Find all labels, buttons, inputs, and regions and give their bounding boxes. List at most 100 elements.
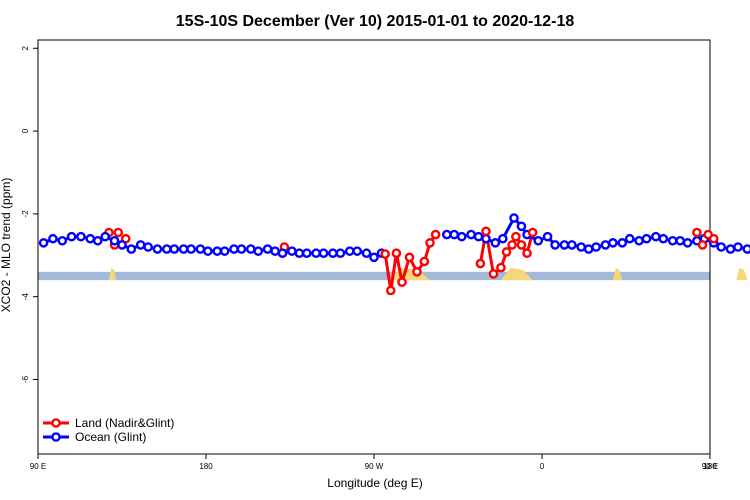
y-tick-label: -2 xyxy=(21,210,30,218)
ocean-point xyxy=(335,248,346,259)
ocean-point xyxy=(135,240,146,250)
land-point xyxy=(430,229,441,240)
ocean-point xyxy=(576,242,587,252)
ocean-point xyxy=(567,240,577,250)
land-point xyxy=(391,248,402,259)
ocean-point xyxy=(318,248,329,259)
land-point xyxy=(425,238,435,248)
ocean-point xyxy=(449,229,460,240)
y-tick-label: 2 xyxy=(21,46,30,51)
landmass-shape xyxy=(736,267,748,281)
x-tick-label: 90 E xyxy=(702,462,718,471)
ocean-point xyxy=(203,246,213,256)
ocean-point xyxy=(186,244,196,254)
land-point xyxy=(385,285,396,296)
x-tick-label: 90 W xyxy=(365,462,384,471)
land-point xyxy=(527,227,538,238)
ocean-point xyxy=(481,233,491,244)
x-tick-label: 180 xyxy=(703,462,717,471)
ocean-point xyxy=(152,244,163,254)
chart-title: 15S-10S December (Ver 10) 2015-01-01 to … xyxy=(176,13,575,30)
land-point xyxy=(511,231,521,242)
ocean-point xyxy=(559,240,570,250)
land-point xyxy=(113,227,124,238)
ocean-point xyxy=(583,244,594,254)
ocean-point xyxy=(270,246,280,256)
ocean-point xyxy=(169,244,180,254)
land-point xyxy=(697,240,708,250)
ocean-point xyxy=(178,244,189,254)
ocean-point xyxy=(277,248,288,259)
land-point xyxy=(488,269,499,279)
ocean-point xyxy=(38,238,49,248)
ocean-point xyxy=(725,244,736,254)
ocean-point xyxy=(624,233,635,244)
ocean-point xyxy=(509,213,519,223)
ocean-point xyxy=(641,233,652,244)
land-point xyxy=(708,233,719,244)
land-point xyxy=(481,226,491,237)
ocean-point xyxy=(229,244,239,254)
ocean-point xyxy=(667,235,678,246)
ocean-point xyxy=(651,231,661,242)
ocean-point xyxy=(48,233,58,244)
land-point xyxy=(692,227,702,238)
ocean-point xyxy=(352,246,363,256)
land-point xyxy=(516,240,527,250)
land-point xyxy=(397,277,407,287)
ocean-point xyxy=(682,238,693,248)
ocean-point xyxy=(161,244,172,254)
land-point xyxy=(501,247,512,257)
ocean-point xyxy=(262,244,273,254)
ocean-point xyxy=(212,246,222,256)
x-tick-label: 0 xyxy=(540,462,545,471)
land-point xyxy=(507,240,517,250)
land-point xyxy=(522,248,532,259)
y-tick-label: 0 xyxy=(21,128,30,133)
ocean-point xyxy=(245,244,256,254)
ocean-point xyxy=(490,238,501,248)
land-point xyxy=(404,252,415,263)
ocean-point xyxy=(369,252,379,263)
y-tick-label: -4 xyxy=(21,293,30,301)
land-point xyxy=(496,262,506,273)
ocean-point xyxy=(675,235,685,246)
x-axis-label: Longitude (deg E) xyxy=(327,476,422,490)
ocean-point xyxy=(294,248,305,259)
ocean-point xyxy=(634,235,644,246)
landmass-shape xyxy=(612,267,623,281)
x-tick-label: 90 E xyxy=(30,462,46,471)
legend-label: Land (Nadir&Glint) xyxy=(75,416,174,430)
ocean-point xyxy=(92,235,103,246)
legend-marker xyxy=(51,418,61,428)
landmass-shape xyxy=(108,267,117,281)
ocean-point xyxy=(126,244,137,254)
ocean-point xyxy=(219,246,230,256)
ocean-point xyxy=(456,231,467,242)
y-axis-label: XCO2 - MLO trend (ppm) xyxy=(0,178,13,313)
ocean-point xyxy=(600,240,611,250)
ocean-point xyxy=(311,248,321,259)
ocean-point xyxy=(497,233,508,244)
ocean-point xyxy=(66,231,77,242)
ocean-point xyxy=(100,231,110,242)
ocean-point xyxy=(236,244,247,254)
legend-label: Ocean (Glint) xyxy=(75,430,146,444)
ocean-point xyxy=(109,235,120,246)
land-point xyxy=(475,258,486,269)
ocean-point xyxy=(473,231,484,242)
ocean-point xyxy=(733,242,743,252)
ocean-point xyxy=(441,229,452,240)
ocean-point xyxy=(57,235,68,246)
ocean-point xyxy=(533,235,544,246)
ocean-point xyxy=(658,233,669,244)
ocean-point xyxy=(328,248,338,259)
ocean-point xyxy=(716,242,727,252)
ocean-point xyxy=(85,233,96,244)
ocean-point xyxy=(617,238,628,248)
ocean-point xyxy=(361,248,372,259)
ocean-point xyxy=(143,242,153,252)
land-point xyxy=(419,256,430,267)
